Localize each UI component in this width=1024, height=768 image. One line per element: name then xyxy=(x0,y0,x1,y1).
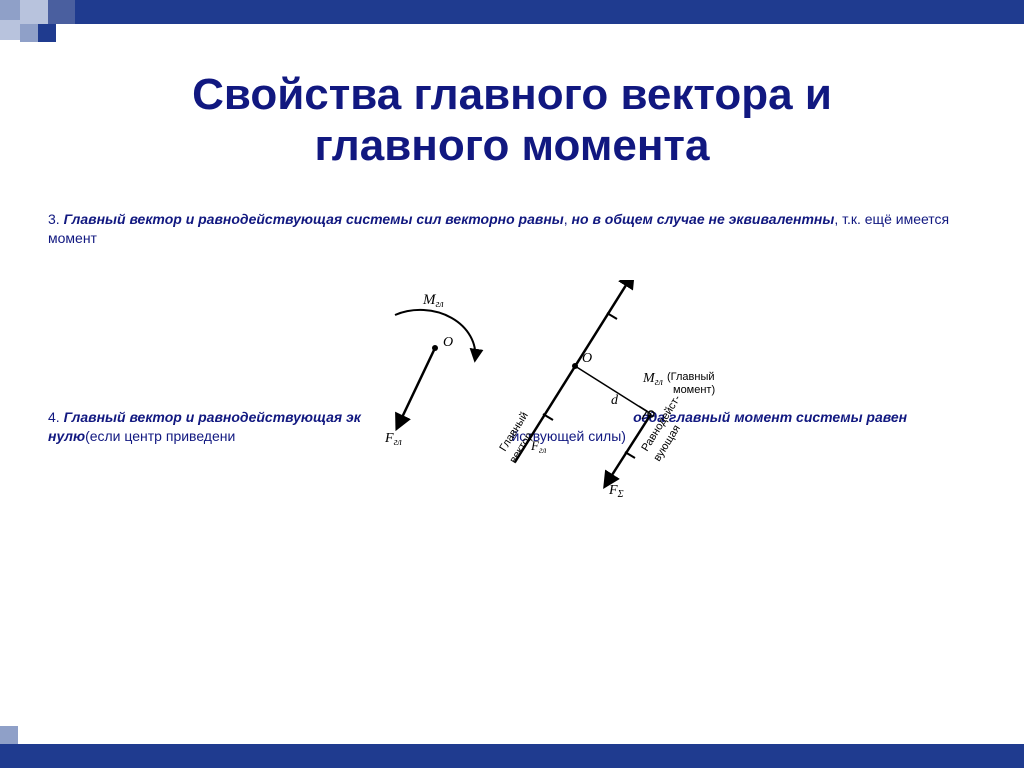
title-line-1: Свойства главного вектора и xyxy=(192,70,832,119)
deco-square xyxy=(20,24,38,42)
deco-square xyxy=(38,24,56,42)
svg-text:d: d xyxy=(611,393,619,408)
para3-num: 3 xyxy=(48,211,56,227)
svg-text:Mгл: Mгл xyxy=(422,292,444,310)
deco-square xyxy=(20,0,48,24)
top-bar xyxy=(75,0,1024,24)
paragraph-3: 3. Главный вектор и равнодействующая сис… xyxy=(48,210,976,248)
svg-text:(Главный: (Главный xyxy=(667,371,715,383)
svg-text:O: O xyxy=(582,351,592,366)
deco-square xyxy=(48,0,75,24)
deco-square xyxy=(0,0,20,20)
bottom-bar xyxy=(0,744,1024,768)
para3-bold2: но в общем случае не эквивалентны xyxy=(572,211,835,227)
svg-text:Mгл: Mгл xyxy=(642,371,663,388)
title-line-2: главного момента xyxy=(315,121,710,170)
svg-text:FΣ: FΣ xyxy=(608,483,624,500)
svg-text:O: O xyxy=(443,335,453,350)
para3-bold: Главный вектор и равнодействующая систем… xyxy=(64,211,564,227)
svg-text:момент): момент) xyxy=(673,384,715,396)
slide-title: Свойства главного вектора и главного мом… xyxy=(0,70,1024,171)
para4-num: 4 xyxy=(48,409,56,425)
svg-text:F: F xyxy=(622,280,633,288)
deco-square xyxy=(0,20,20,40)
bottom-left-accent xyxy=(0,726,18,744)
force-diagram: Mгл O Fгл F O Fгл Главный вектор d Mгл (… xyxy=(335,280,775,500)
para4-bold: Главный вектор и равнодействующая эк xyxy=(64,409,361,425)
svg-text:Fгл: Fгл xyxy=(384,431,402,448)
